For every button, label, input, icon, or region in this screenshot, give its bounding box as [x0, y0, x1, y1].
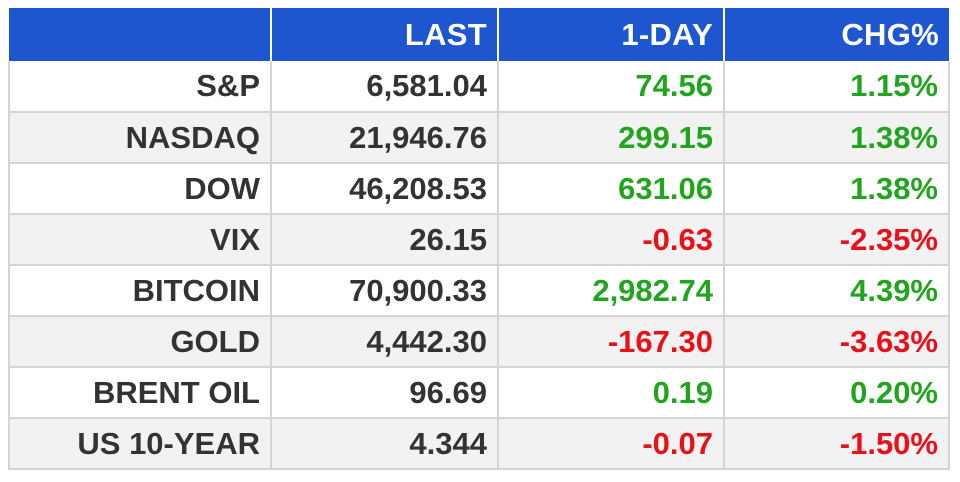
table-header: LAST 1-DAY CHG% [9, 8, 949, 61]
row-1-day: -0.63 [498, 214, 725, 266]
row-name: GOLD [8, 316, 272, 368]
row-chg-pct: 0.20% [724, 367, 950, 419]
row-chg-pct: -2.35% [724, 214, 950, 266]
table-row: NASDAQ 21,946.76 299.15 1.38% [8, 112, 950, 164]
row-1-day: 299.15 [498, 112, 725, 164]
row-name: VIX [8, 214, 272, 266]
row-1-day: 74.56 [498, 61, 725, 113]
table-row: DOW 46,208.53 631.06 1.38% [8, 163, 950, 215]
row-name: S&P [8, 61, 272, 113]
row-chg-pct: -1.50% [724, 418, 950, 470]
row-last: 4,442.30 [271, 316, 499, 368]
row-1-day: 0.19 [498, 367, 725, 419]
header-1-day: 1-DAY [498, 8, 725, 61]
table-row: US 10-YEAR 4.344 -0.07 -1.50% [8, 418, 950, 470]
row-1-day: -167.30 [498, 316, 725, 368]
header-blank-cell [9, 8, 272, 61]
table-row: VIX 26.15 -0.63 -2.35% [8, 214, 950, 266]
table-row: BRENT OIL 96.69 0.19 0.20% [8, 367, 950, 419]
row-name: DOW [8, 163, 272, 215]
row-chg-pct: 1.15% [724, 61, 950, 113]
row-1-day: 631.06 [498, 163, 725, 215]
table-row: GOLD 4,442.30 -167.30 -3.63% [8, 316, 950, 368]
row-chg-pct: 4.39% [724, 265, 950, 317]
row-last: 26.15 [271, 214, 499, 266]
header-last: LAST [271, 8, 499, 61]
row-last: 4.344 [271, 418, 499, 470]
row-1-day: 2,982.74 [498, 265, 725, 317]
row-chg-pct: 1.38% [724, 112, 950, 164]
row-name: BRENT OIL [8, 367, 272, 419]
row-last: 21,946.76 [271, 112, 499, 164]
market-table-container: LAST 1-DAY CHG% S&P 6,581.04 74.56 1.15%… [8, 8, 950, 473]
row-last: 46,208.53 [271, 163, 499, 215]
row-last: 70,900.33 [271, 265, 499, 317]
row-last: 96.69 [271, 367, 499, 419]
table-row: BITCOIN 70,900.33 2,982.74 4.39% [8, 265, 950, 317]
row-chg-pct: -3.63% [724, 316, 950, 368]
row-name: NASDAQ [8, 112, 272, 164]
market-summary-table: LAST 1-DAY CHG% S&P 6,581.04 74.56 1.15%… [8, 8, 950, 470]
row-chg-pct: 1.38% [724, 163, 950, 215]
header-row: LAST 1-DAY CHG% [9, 8, 949, 61]
header-chg-pct: CHG% [724, 8, 949, 61]
row-1-day: -0.07 [498, 418, 725, 470]
row-name: US 10-YEAR [8, 418, 272, 470]
table-row: S&P 6,581.04 74.56 1.15% [8, 61, 950, 113]
row-name: BITCOIN [8, 265, 272, 317]
row-last: 6,581.04 [271, 61, 499, 113]
table-body: S&P 6,581.04 74.56 1.15% NASDAQ 21,946.7… [8, 61, 950, 470]
